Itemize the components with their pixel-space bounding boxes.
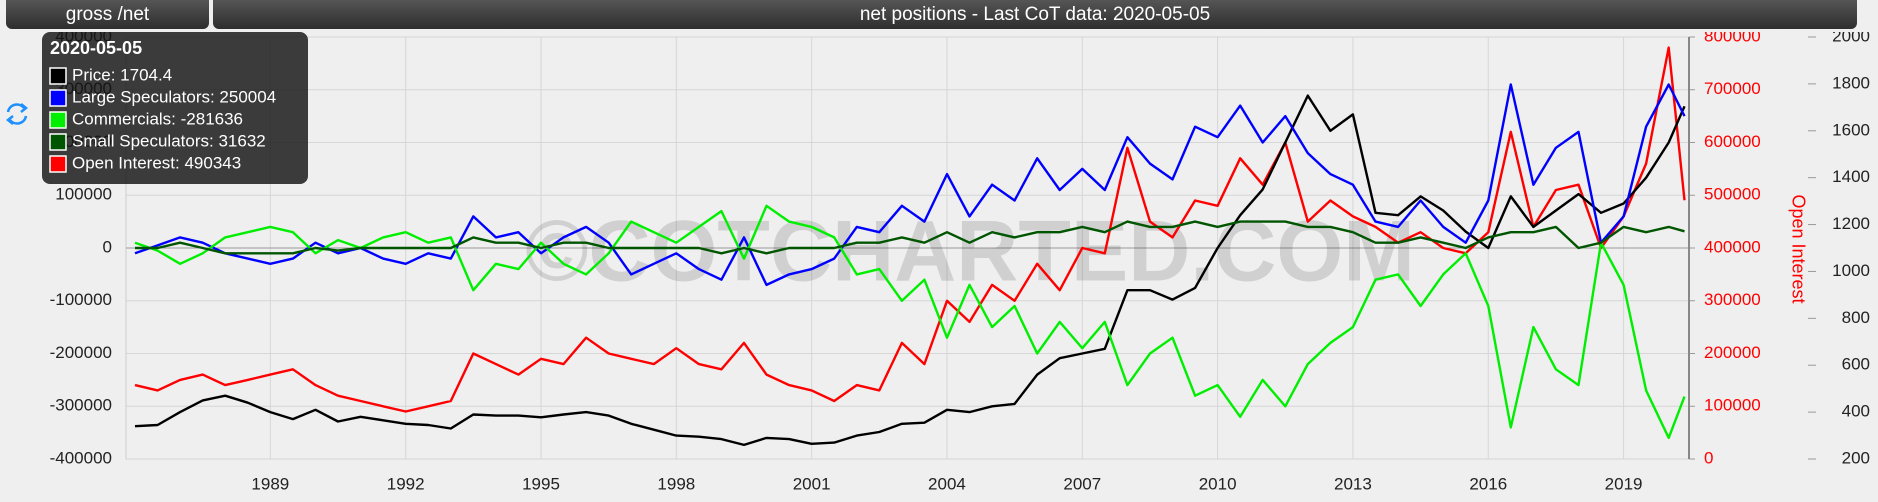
x-tick-label: 2013 xyxy=(1334,474,1372,493)
series-line xyxy=(134,83,1686,287)
y2-tick-label: 700000 xyxy=(1704,79,1761,98)
x-tick-label: 2019 xyxy=(1605,474,1643,493)
y2-axis-title: Open Interest xyxy=(1788,194,1808,303)
y2-tick-label: 600000 xyxy=(1704,132,1761,151)
x-tick-label: 2016 xyxy=(1469,474,1507,493)
tooltip-item: Commercials: -281636 xyxy=(72,109,243,128)
y2-tick-label: 0 xyxy=(1704,448,1713,467)
y3-tick-label: 1400 xyxy=(1832,167,1870,186)
y-tick-label: -200000 xyxy=(50,343,112,362)
refresh-icon[interactable] xyxy=(5,103,29,125)
tooltip-date: 2020-05-05 xyxy=(50,38,142,58)
series-line xyxy=(135,220,1685,255)
tooltip-swatch xyxy=(49,133,67,151)
tooltip-swatch xyxy=(49,89,67,107)
x-tick-label: 1992 xyxy=(387,474,425,493)
gross-net-button[interactable]: gross /net xyxy=(6,0,209,29)
y3-tick-label: 2000 xyxy=(1832,32,1870,45)
tooltip-box xyxy=(42,32,308,184)
y2-tick-label: 400000 xyxy=(1704,237,1761,256)
chart: ©COTCHARTED.COM 1989 1992 1995 1998 2001 2004… xyxy=(5,32,1870,493)
series-line xyxy=(134,204,1686,440)
tooltip-item: Large Speculators: 250004 xyxy=(72,87,276,106)
tooltip-item: Price: 1704.4 xyxy=(72,65,172,84)
tooltip-item: Small Speculators: 31632 xyxy=(72,131,266,150)
tooltip-swatch xyxy=(49,67,67,85)
y3-tick-label: 800 xyxy=(1842,308,1870,327)
y2-tick-label: 300000 xyxy=(1704,290,1761,309)
y-tick-label: -100000 xyxy=(50,290,112,309)
y3-tick-label: 200 xyxy=(1842,448,1870,467)
y2-tick-label: 800000 xyxy=(1704,32,1761,45)
tooltip-swatch xyxy=(49,111,67,129)
x-tick-label: 2001 xyxy=(793,474,831,493)
tooltip-swatch xyxy=(49,155,67,173)
refresh-arrow xyxy=(5,103,29,125)
x-tick-label: 1989 xyxy=(251,474,289,493)
y2-tick-label: 500000 xyxy=(1704,185,1761,204)
y-tick-label: 0 xyxy=(103,237,112,256)
title-bar: net positions - Last CoT data: 2020-05-0… xyxy=(213,0,1857,29)
x-tick-label: 1995 xyxy=(522,474,560,493)
tooltip-item: Open Interest: 490343 xyxy=(72,153,241,172)
y3-tick-label: 1800 xyxy=(1832,73,1870,92)
y-tick-label: -400000 xyxy=(50,448,112,467)
y3-tick-label: 400 xyxy=(1842,402,1870,421)
x-tick-label: 2010 xyxy=(1199,474,1237,493)
tooltip: 2020-05-05 Price: 1704.4 Large Speculators… xyxy=(42,32,308,184)
x-tick-label: 2007 xyxy=(1063,474,1101,493)
y-tick-label: -300000 xyxy=(50,396,112,415)
y3-tick-label: 1600 xyxy=(1832,120,1870,139)
y3-tick-label: 1200 xyxy=(1832,214,1870,233)
y2-tick-label: 200000 xyxy=(1704,343,1761,362)
watermark: ©COTCHARTED.COM xyxy=(525,204,1415,300)
y3-tick-label: 1000 xyxy=(1832,261,1870,280)
x-tick-label: 2004 xyxy=(928,474,966,493)
y-tick-label: 100000 xyxy=(55,185,112,204)
series-line xyxy=(134,94,1686,447)
x-tick-label: 1998 xyxy=(657,474,695,493)
y3-tick-label: 600 xyxy=(1842,355,1870,374)
y2-tick-label: 100000 xyxy=(1704,396,1761,415)
